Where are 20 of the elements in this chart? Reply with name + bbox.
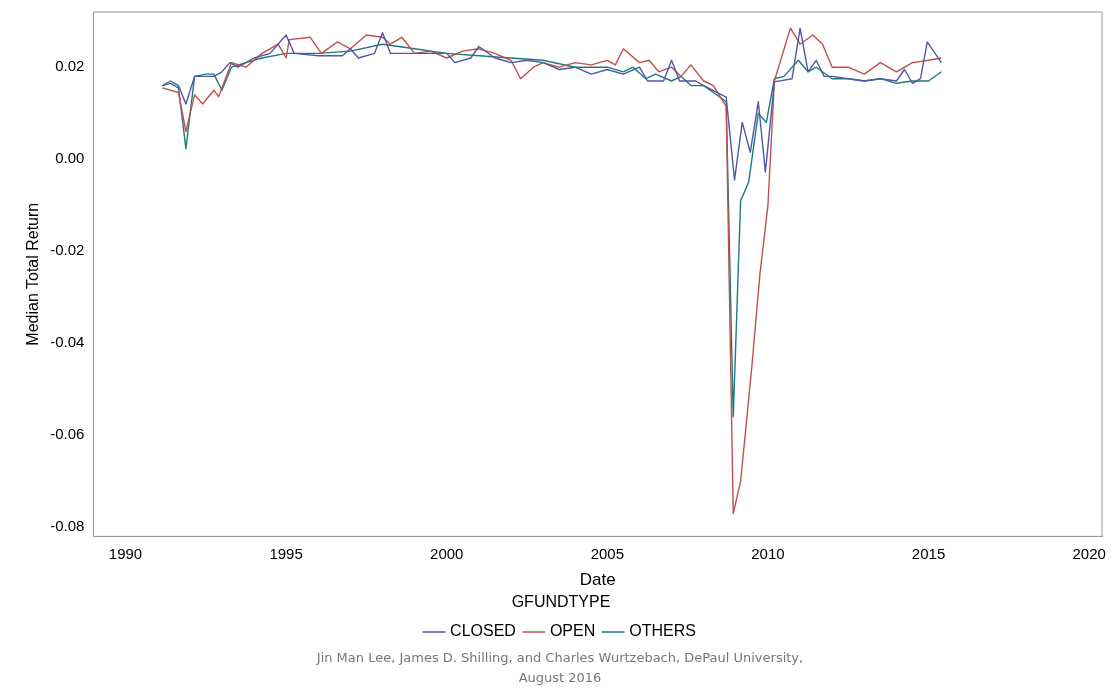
x-tick-label: 1990 — [108, 544, 143, 562]
x-tick-label: 2000 — [430, 544, 464, 562]
x-tick-label: 2020 — [1072, 544, 1106, 562]
legend-label: OTHERS — [629, 622, 696, 640]
x-tick-label: 2015 — [911, 544, 946, 562]
x-tick-label: 1995 — [269, 544, 303, 562]
legend-title: GFUNDTYPE — [511, 593, 611, 611]
y-tick-label: -0.02 — [50, 241, 85, 259]
x-tick-label: 2010 — [751, 544, 785, 562]
y-axis-title: Median Total Return — [24, 202, 42, 346]
text: Jin Man Lee, James D. Shilling, and Charles Wurtzebach, DePaul University, August 2016 — [315, 649, 805, 687]
x-tick-label: 2005 — [590, 544, 625, 562]
y-tick-label: -0.06 — [50, 425, 85, 443]
x-axis-title: Date — [579, 570, 616, 590]
legend-label: CLOSED — [450, 622, 516, 640]
y-tick-label: -0.08 — [50, 517, 85, 535]
y-tick-label: -0.04 — [50, 333, 85, 351]
legend-label: OPEN — [549, 622, 596, 640]
y-tick-label: 0.00 — [55, 149, 85, 167]
y-tick-label: 0.02 — [55, 57, 85, 75]
